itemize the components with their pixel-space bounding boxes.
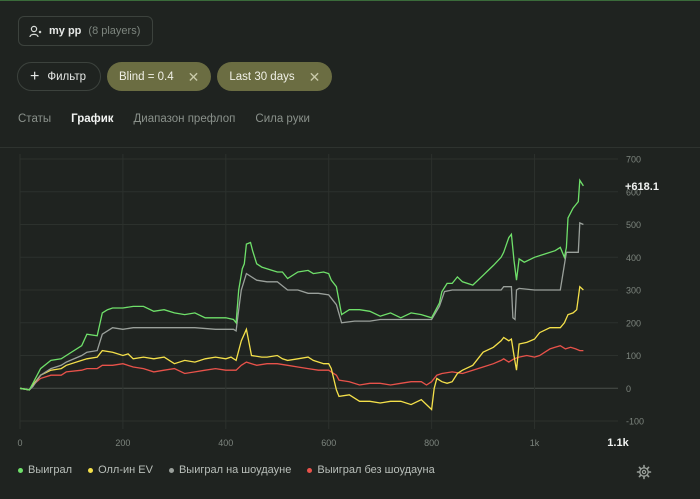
filter-chip-date[interactable]: Last 30 days ✕ bbox=[217, 62, 333, 91]
user-group-icon bbox=[29, 25, 42, 37]
filter-chip-label: Blind = 0.4 bbox=[118, 70, 174, 83]
filter-chip-blind[interactable]: Blind = 0.4 ✕ bbox=[106, 62, 212, 91]
close-icon[interactable]: ✕ bbox=[187, 68, 200, 85]
y-tick-label: 700 bbox=[626, 155, 641, 165]
tabs-divider bbox=[0, 147, 700, 148]
tab-graph[interactable]: График bbox=[71, 113, 114, 125]
y-tick-label: 500 bbox=[626, 220, 641, 230]
tab-stats[interactable]: Статы bbox=[18, 113, 52, 125]
group-name: my pp bbox=[49, 25, 82, 37]
y-tick-label: 600 bbox=[626, 187, 641, 197]
winnings-chart: 700 600 500 400 300 200 100 0 -100 0 200 400 600 800 1… bbox=[17, 154, 659, 449]
close-icon[interactable]: ✕ bbox=[308, 68, 321, 85]
player-group-button[interactable]: my pp (8 players) bbox=[18, 16, 154, 46]
legend-item-won[interactable]: Выиграл bbox=[18, 464, 72, 476]
legend-dot bbox=[168, 467, 174, 473]
tab-preflop-range[interactable]: Диапазон префлоп bbox=[133, 113, 236, 125]
legend-item-allin-ev[interactable]: Олл-ин EV bbox=[88, 464, 153, 476]
x-tick-label: 800 bbox=[424, 438, 439, 448]
x-tick-label: 1.1k bbox=[607, 437, 629, 449]
series-line bbox=[19, 344, 584, 391]
series-line bbox=[19, 221, 584, 391]
group-player-count: (8 players) bbox=[88, 25, 141, 37]
legend-label: Выиграл bbox=[28, 464, 73, 476]
legend-label: Выиграл без шоудауна bbox=[317, 464, 435, 476]
legend-item-non-showdown[interactable]: Выиграл без шоудауна bbox=[307, 464, 435, 476]
plus-icon: + bbox=[30, 67, 40, 85]
view-tabs: Статы График Диапазон префлоп Сила руки bbox=[18, 113, 310, 125]
legend-dot bbox=[88, 467, 94, 473]
y-tick-label: -100 bbox=[626, 417, 644, 427]
y-tick-label: 300 bbox=[626, 286, 641, 296]
add-filter-label: Фильтр bbox=[47, 70, 86, 83]
filter-chip-label: Last 30 days bbox=[229, 70, 295, 83]
y-tick-label: 400 bbox=[626, 253, 641, 263]
end-value-label: +618.1 bbox=[625, 181, 659, 193]
legend-item-showdown[interactable]: Выиграл на шоудауне bbox=[168, 464, 292, 476]
x-tick-label: 400 bbox=[218, 438, 233, 448]
series-line bbox=[19, 285, 584, 411]
x-tick-label: 600 bbox=[321, 438, 336, 448]
filter-bar: + Фильтр Blind = 0.4 ✕ Last 30 days ✕ bbox=[17, 62, 333, 91]
y-tick-label: 200 bbox=[626, 318, 641, 328]
chart-legend: Выиграл Олл-ин EV Выиграл на шоудауне Вы… bbox=[18, 464, 435, 476]
legend-label: Олл-ин EV bbox=[98, 464, 153, 476]
x-tick-label: 1k bbox=[530, 438, 540, 448]
y-tick-label: 0 bbox=[626, 384, 631, 394]
tab-hand-strength[interactable]: Сила руки bbox=[255, 113, 310, 125]
add-filter-button[interactable]: + Фильтр bbox=[17, 62, 101, 91]
legend-dot bbox=[307, 467, 313, 473]
y-tick-label: 100 bbox=[626, 351, 641, 361]
legend-dot bbox=[18, 467, 23, 473]
x-tick-label: 200 bbox=[115, 438, 130, 448]
gear-icon[interactable] bbox=[636, 464, 652, 480]
series-line bbox=[19, 178, 584, 391]
legend-label: Выиграл на шоудауне bbox=[178, 464, 292, 476]
x-tick-label: 0 bbox=[17, 438, 22, 448]
